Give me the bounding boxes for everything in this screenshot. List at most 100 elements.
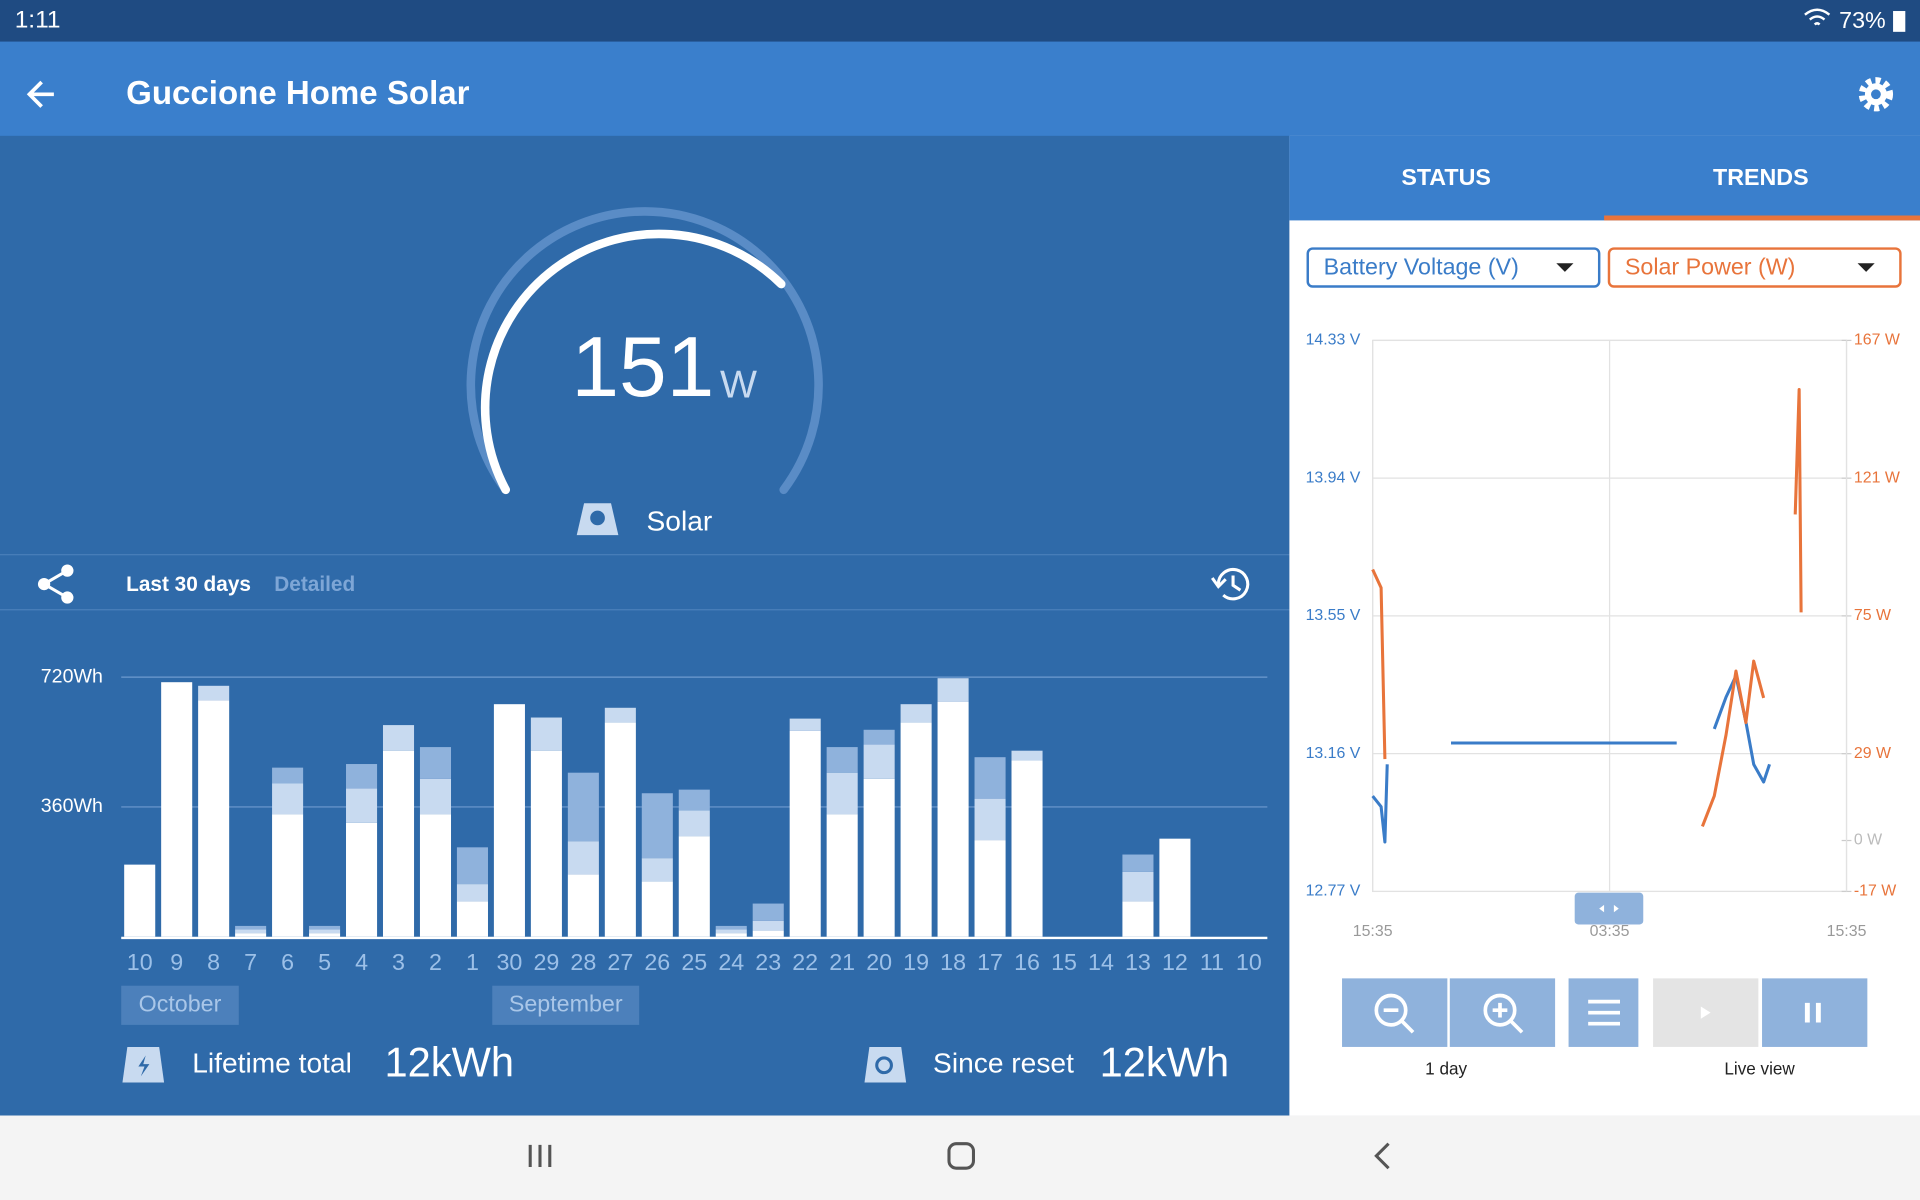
clock: 1:11 xyxy=(15,6,61,33)
home-button[interactable] xyxy=(947,1142,976,1170)
bar-segment xyxy=(863,778,895,937)
bar-segment xyxy=(235,925,267,930)
zoom-in-button[interactable] xyxy=(1449,978,1556,1047)
x-tick-label: 10 xyxy=(127,949,153,975)
x-tick-label: 28 xyxy=(570,949,596,975)
bar-segment xyxy=(789,730,821,937)
gear-hole xyxy=(1871,89,1881,100)
history-hands xyxy=(1231,575,1242,592)
left-series-name: Battery Voltage (V) xyxy=(1324,253,1519,279)
month-label-bg xyxy=(492,985,640,1025)
x-tick-label: 16 xyxy=(1014,949,1040,975)
solar-icon-dot xyxy=(590,510,605,526)
time-scrubber[interactable] xyxy=(1574,892,1644,925)
x-tick-label: 8 xyxy=(207,949,220,975)
x-tick-label: 24 xyxy=(718,949,744,975)
reset-value: 12kWh xyxy=(1100,1038,1230,1085)
nav-bar xyxy=(0,1115,1920,1200)
tab-last-30-days[interactable]: Last 30 days xyxy=(126,573,251,596)
gauge-unit: W xyxy=(720,363,757,406)
share-button[interactable] xyxy=(37,564,74,604)
tab-detailed[interactable]: Detailed xyxy=(274,573,355,596)
zoom-out-button[interactable] xyxy=(1342,978,1448,1047)
zoom-out-icon xyxy=(1383,1008,1415,1034)
bar-segment xyxy=(419,747,452,779)
y2-tick-label: 167 W xyxy=(1854,332,1900,349)
live-label: Live view xyxy=(1724,1059,1795,1079)
x-tick-label: 30 xyxy=(496,949,522,975)
bar-segment xyxy=(604,707,636,723)
app-title: Guccione Home Solar xyxy=(126,75,470,112)
bar-segment xyxy=(1011,760,1043,937)
lifetime-label: Lifetime total xyxy=(192,1048,352,1079)
tab-status[interactable]: STATUS xyxy=(1401,164,1491,190)
reset-icon xyxy=(864,1046,907,1083)
tab-trends[interactable]: TRENDS xyxy=(1713,164,1809,190)
share-lines xyxy=(43,569,69,599)
back-button[interactable] xyxy=(26,80,54,108)
pause-icon xyxy=(1804,1002,1821,1023)
bar-segment xyxy=(715,929,747,934)
gauge-value: 151 xyxy=(571,319,714,415)
y2-tick-label: 121 W xyxy=(1854,469,1900,486)
bar-segment xyxy=(161,682,193,937)
x-tick-label: 10 xyxy=(1236,949,1262,975)
bar-segment xyxy=(346,822,378,937)
left-series-selector[interactable] xyxy=(1306,247,1601,288)
bar-segment xyxy=(826,814,858,937)
y2-tick-label: 75 W xyxy=(1854,607,1891,624)
y2-tick-label: 29 W xyxy=(1854,745,1891,762)
tab-indicator xyxy=(1604,215,1920,221)
recents-button[interactable] xyxy=(528,1144,552,1167)
x-tick-label: 22 xyxy=(792,949,818,975)
x-tick-label: 21 xyxy=(829,949,855,975)
x-tick-label: 20 xyxy=(866,949,892,975)
bar-segment xyxy=(752,920,784,931)
back-nav-button[interactable] xyxy=(1374,1142,1390,1170)
bar-segment xyxy=(309,925,341,930)
reset-icon-ring xyxy=(875,1056,893,1075)
bar-segment xyxy=(456,847,488,885)
y-tick-label: 13.94 V xyxy=(1306,469,1361,486)
history-arc xyxy=(1216,568,1250,601)
bar-segment xyxy=(604,722,636,937)
zoom-out-icon xyxy=(1374,993,1408,1027)
bar-segment xyxy=(530,717,562,751)
bar-segment xyxy=(1122,871,1154,902)
y2-tick-label: 0 W xyxy=(1854,832,1882,849)
bar-segment xyxy=(937,678,969,702)
bar-segment xyxy=(272,814,304,937)
bar-segment xyxy=(678,789,710,811)
x-tick-label: 15 xyxy=(1051,949,1077,975)
bar-segment xyxy=(567,841,599,875)
bar-segment xyxy=(974,798,1006,841)
series-line xyxy=(1371,387,1803,827)
pause-button[interactable] xyxy=(1762,978,1868,1047)
play-icon xyxy=(1700,1006,1711,1019)
dropdown-arrow xyxy=(1857,263,1875,272)
bar-segment xyxy=(124,864,156,937)
bar-segment xyxy=(382,750,415,937)
x-tick-label: 25 xyxy=(681,949,707,975)
y-tick-label: 13.16 V xyxy=(1306,745,1361,762)
history-button[interactable] xyxy=(1210,568,1250,601)
solar-panel xyxy=(0,135,1290,1116)
y-tick-label: 13.55 V xyxy=(1306,607,1361,624)
bar-segment xyxy=(789,718,821,731)
month-label: October xyxy=(139,990,222,1016)
x-tick-label: 1 xyxy=(466,949,479,975)
settings-button[interactable] xyxy=(1858,77,1894,112)
zoom-in-icon xyxy=(1492,1002,1524,1034)
bar-segment xyxy=(419,814,452,937)
right-series-selector[interactable] xyxy=(1607,247,1902,288)
bar-segment xyxy=(235,933,267,937)
bar-segment xyxy=(272,767,304,784)
reset-label: Since reset xyxy=(933,1048,1074,1079)
bar-segment xyxy=(198,685,230,701)
history-arrow xyxy=(1210,577,1227,589)
bar-segment xyxy=(900,722,932,937)
gauge-fill xyxy=(480,229,786,495)
bar-segment xyxy=(974,840,1006,937)
